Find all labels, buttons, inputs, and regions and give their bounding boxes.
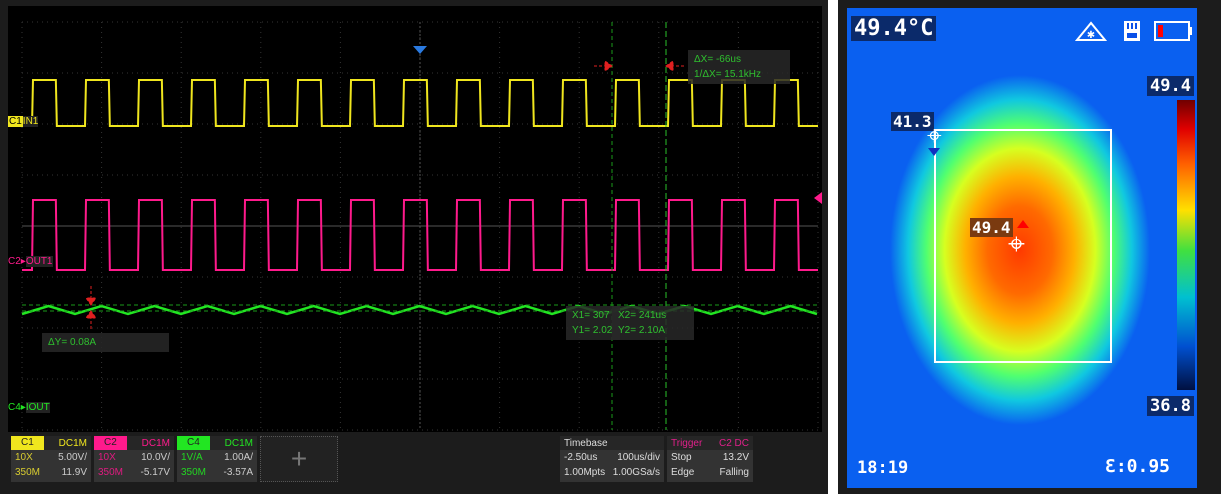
max-arrow-icon bbox=[1017, 220, 1029, 228]
svg-text:✱: ✱ bbox=[1087, 30, 1095, 41]
c2-waveform bbox=[22, 199, 818, 271]
c4-trace-label: C4▸IOUT bbox=[8, 402, 50, 413]
emissivity-value: Ɛ:0.95 bbox=[1105, 456, 1171, 477]
scale-min-label: 36.8 bbox=[1147, 396, 1194, 416]
channel-c4-box[interactable]: C4 DC1M 1V/A 1.00A/ 350M -3.57A bbox=[177, 436, 257, 482]
sd-card-icon bbox=[1124, 21, 1140, 41]
delta-y-arrows bbox=[85, 286, 97, 331]
delta-x-arrow-left bbox=[594, 60, 613, 72]
center-temperature: 49.4°C bbox=[851, 16, 937, 41]
channel-c1-box[interactable]: C1 DC1M 10X 5.00V/ 350M 11.9V bbox=[11, 436, 91, 482]
thermal-camera-display: 49.4°C ✱ 49.4 36.8 41.3 ⌖ 49.4 ⌖ 18:19 Ɛ… bbox=[838, 0, 1221, 494]
c2-trace-label: C2▸OUT1 bbox=[8, 256, 53, 267]
trigger-position-icon bbox=[413, 46, 427, 54]
max-spot-crosshair-icon: ⌖ bbox=[1008, 228, 1025, 261]
min-spot-temp: 41.3 bbox=[891, 112, 934, 131]
cursor1-readout: X1= 307 Y1= 2.02 bbox=[566, 306, 620, 340]
laser-icon: ✱ bbox=[1075, 21, 1107, 41]
c1-trace-label: C1IN1 bbox=[8, 116, 39, 127]
delta-x-arrow-right bbox=[665, 60, 684, 72]
cursor2-readout: X2= 241us Y2= 2.10A bbox=[612, 306, 694, 340]
battery-low-icon bbox=[1154, 21, 1192, 41]
color-scale-bar bbox=[1177, 100, 1195, 390]
max-spot-temp: 49.4 bbox=[970, 218, 1013, 237]
add-channel-button[interactable]: + bbox=[260, 436, 338, 482]
measurement-box[interactable] bbox=[934, 129, 1112, 363]
timebase-box[interactable]: Timebase -2.50us 100us/div 1.00Mpts 1.00GS… bbox=[560, 436, 664, 482]
trigger-box[interactable]: Trigger C2 DC Stop 13.2V Edge Falling bbox=[667, 436, 753, 482]
scale-max-label: 49.4 bbox=[1147, 76, 1194, 96]
clock-time: 18:19 bbox=[857, 458, 909, 478]
oscilloscope-display: C1IN1 C2▸OUT1 C4▸IOUT ΔX= -66us 1/ΔX= 15.… bbox=[0, 0, 828, 494]
min-arrow-icon bbox=[928, 148, 940, 156]
delta-y-readout: ΔY= 0.08A bbox=[42, 333, 169, 352]
channel-c2-box[interactable]: C2 DC1M 10X 10.0V/ 350M -5.17V bbox=[94, 436, 174, 482]
delta-x-readout: ΔX= -66us 1/ΔX= 15.1kHz bbox=[688, 50, 790, 84]
waveform-area[interactable]: C1IN1 C2▸OUT1 C4▸IOUT ΔX= -66us 1/ΔX= 15.… bbox=[8, 6, 822, 432]
thermal-image: 49.4°C ✱ 49.4 36.8 41.3 ⌖ 49.4 ⌖ 18:19 Ɛ… bbox=[847, 8, 1197, 488]
trigger-level-icon bbox=[814, 192, 822, 204]
min-spot-crosshair-icon: ⌖ bbox=[927, 120, 942, 150]
